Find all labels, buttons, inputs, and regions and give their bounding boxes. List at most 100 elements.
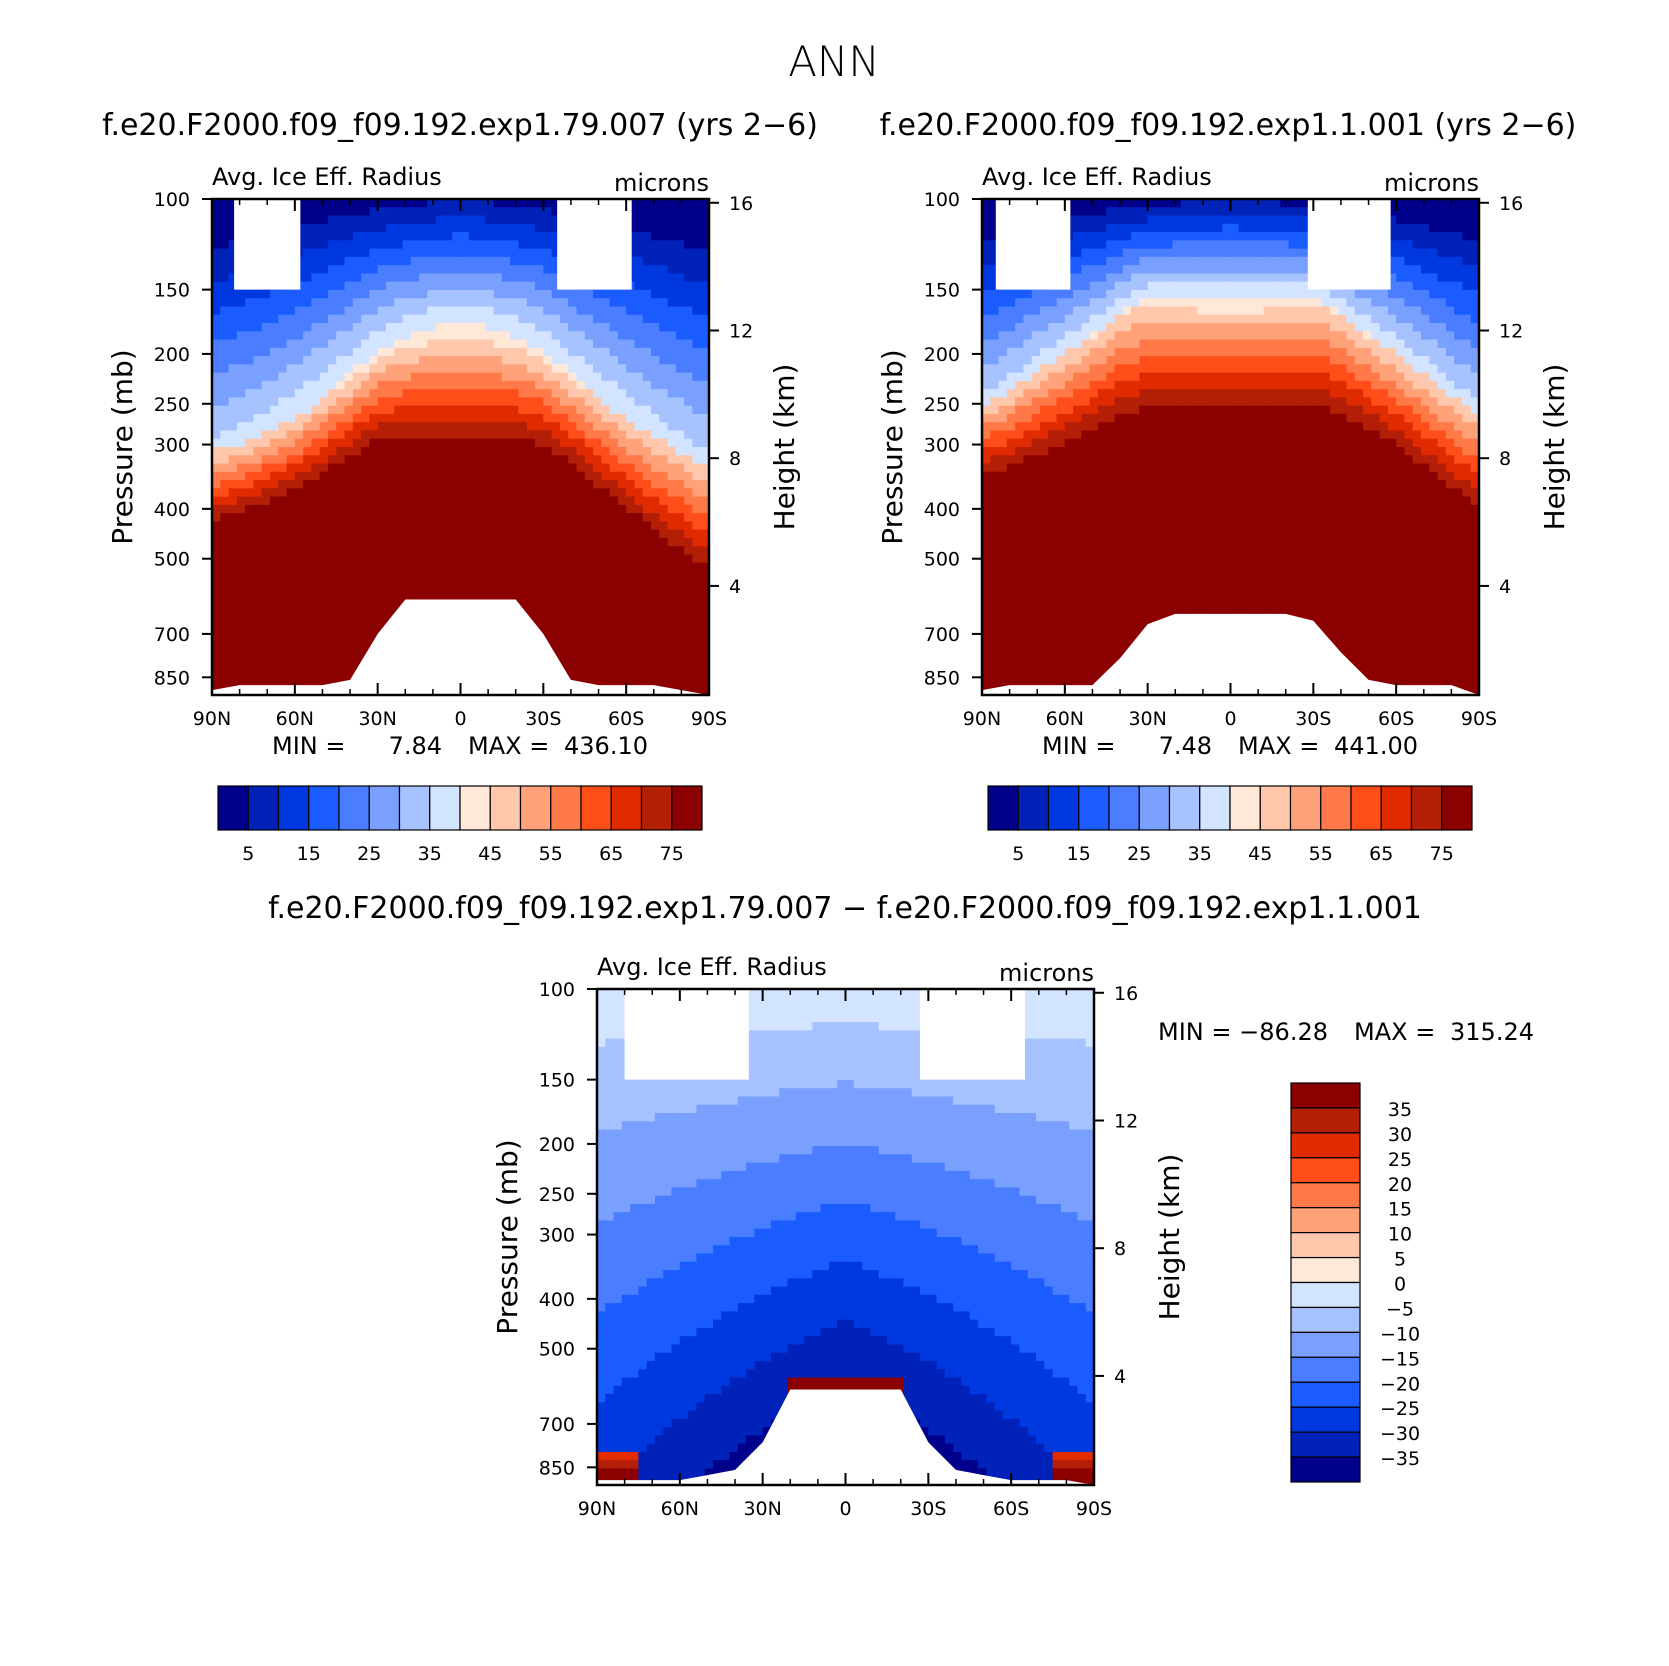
contour-cell — [377, 298, 387, 308]
contour-cell — [684, 364, 694, 374]
contour-cell — [576, 397, 586, 407]
contour-cell — [1048, 571, 1058, 580]
contour-cell — [1122, 314, 1132, 324]
contour-cell — [651, 422, 660, 432]
contour-cell — [1122, 612, 1132, 622]
contour-cell — [352, 215, 362, 225]
contour-cell — [667, 447, 677, 456]
contour-cell — [460, 215, 470, 225]
contour-cell — [1147, 248, 1157, 258]
contour-cell — [327, 232, 337, 241]
contour-cell — [634, 430, 644, 440]
contour-cell — [377, 496, 387, 506]
contour-cell — [651, 653, 660, 663]
contour-cell — [1064, 380, 1074, 390]
contour-cell — [667, 661, 677, 671]
contour-cell — [344, 670, 354, 680]
contour-cell — [526, 364, 536, 374]
contour-cell — [510, 447, 520, 456]
contour-cell — [1073, 463, 1082, 473]
contour-cell — [1089, 496, 1099, 506]
contour-cell — [667, 413, 677, 423]
contour-cell — [559, 620, 569, 630]
contour-cell — [253, 488, 263, 498]
contour-cell — [212, 661, 221, 671]
contour-cell — [1147, 504, 1157, 514]
contour-cell — [460, 430, 470, 440]
contour-cell — [609, 595, 619, 605]
contour-cell — [692, 273, 702, 283]
contour-cell — [212, 347, 221, 357]
contour-cell — [1064, 339, 1074, 349]
contour-cell — [1031, 422, 1041, 432]
contour-cell — [269, 413, 279, 423]
contour-cell — [419, 215, 428, 225]
contour-cell — [617, 455, 627, 465]
contour-cell — [477, 314, 486, 324]
contour-cell — [477, 248, 486, 258]
contour-cell — [460, 455, 470, 465]
contour-cell — [990, 405, 1000, 415]
contour-cell — [344, 422, 354, 432]
contour-cell — [1122, 455, 1132, 465]
y-tick-label: 500 — [154, 549, 190, 571]
contour-cell — [303, 273, 312, 283]
contour-cell — [468, 529, 478, 539]
contour-cell — [684, 678, 694, 688]
contour-cell — [336, 207, 346, 217]
contour-cell — [468, 521, 478, 531]
contour-cell — [1081, 637, 1091, 646]
contour-cell — [419, 488, 428, 498]
contour-cell — [460, 356, 470, 365]
contour-cell — [1147, 389, 1157, 398]
contour-cell — [568, 364, 578, 374]
contour-cell — [327, 471, 337, 481]
contour-cell — [212, 215, 221, 225]
contour-cell — [336, 422, 346, 432]
contour-cell — [982, 562, 991, 572]
contour-cell — [982, 323, 991, 332]
contour-cell — [684, 521, 694, 531]
contour-cell — [1106, 223, 1116, 233]
contour-cell — [485, 546, 495, 556]
contour-cell — [435, 232, 445, 241]
contour-cell — [1097, 529, 1107, 539]
contour-cell — [410, 422, 420, 432]
contour-cell — [294, 628, 304, 638]
contour-cell — [303, 678, 312, 688]
contour-cell — [452, 430, 462, 440]
contour-cell — [659, 670, 669, 680]
contour-cell — [576, 554, 586, 564]
contour-cell — [344, 661, 354, 671]
contour-cell — [982, 314, 991, 324]
contour-cell — [990, 678, 1000, 688]
contour-cell — [485, 372, 495, 382]
contour-cell — [303, 620, 312, 630]
contour-cell — [659, 256, 669, 266]
contour-cell — [518, 207, 528, 217]
contour-cell — [361, 447, 370, 456]
contour-cell — [228, 298, 238, 308]
contour-cell — [518, 356, 528, 365]
contour-cell — [460, 463, 470, 473]
contour-cell — [1039, 571, 1049, 580]
contour-cell — [1056, 331, 1066, 341]
contour-cell — [361, 265, 370, 274]
contour-cell — [228, 207, 238, 217]
contour-cell — [982, 422, 991, 432]
contour-cell — [982, 240, 991, 250]
contour-cell — [477, 447, 486, 456]
contour-cell — [634, 314, 644, 324]
contour-cell — [344, 273, 354, 283]
contour-cell — [510, 546, 520, 556]
contour-cell — [485, 356, 495, 365]
contour-cell — [543, 513, 553, 522]
contour-cell — [651, 471, 660, 481]
contour-cell — [568, 496, 578, 506]
contour-cell — [609, 298, 619, 308]
contour-cell — [1048, 678, 1058, 688]
contour-cell — [427, 579, 437, 589]
contour-cell — [394, 488, 404, 498]
contour-cell — [311, 215, 321, 225]
contour-cell — [510, 405, 520, 415]
